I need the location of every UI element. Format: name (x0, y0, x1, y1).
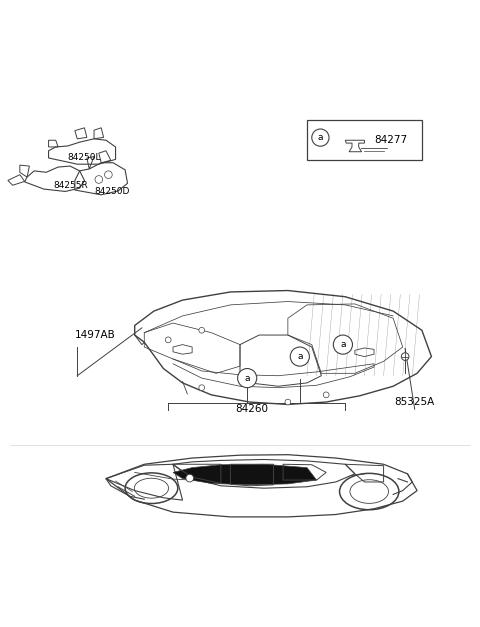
Bar (307, 120, 422, 161)
Polygon shape (173, 460, 355, 488)
Text: 84277: 84277 (374, 135, 407, 145)
Circle shape (165, 337, 171, 343)
Circle shape (323, 392, 329, 398)
Polygon shape (173, 464, 317, 485)
Text: 84260: 84260 (236, 404, 268, 414)
Circle shape (401, 353, 409, 361)
Circle shape (333, 335, 352, 354)
Circle shape (238, 369, 257, 387)
Text: 84255R: 84255R (53, 181, 88, 191)
Circle shape (199, 385, 204, 391)
Text: a: a (340, 340, 346, 349)
Circle shape (186, 474, 193, 482)
Text: a: a (297, 352, 302, 361)
Text: a: a (244, 374, 250, 382)
Circle shape (285, 399, 291, 405)
Text: 84250D: 84250D (94, 187, 130, 196)
Circle shape (312, 129, 329, 146)
Text: 85325A: 85325A (395, 397, 435, 407)
Text: a: a (318, 133, 323, 142)
Circle shape (290, 347, 310, 366)
Circle shape (199, 327, 204, 333)
Text: 1497AB: 1497AB (75, 330, 116, 340)
Text: 84250L: 84250L (68, 153, 101, 162)
